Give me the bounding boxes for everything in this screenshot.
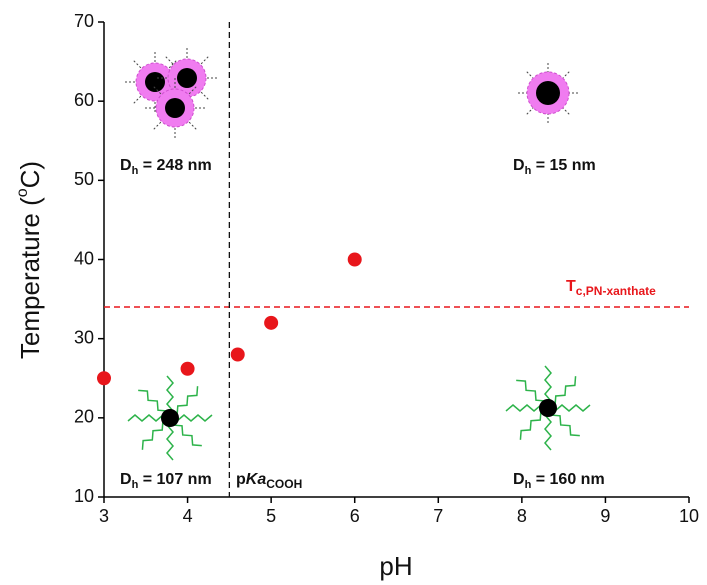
annotation-part: = 107 nm	[138, 471, 211, 488]
y-tick-label: 50	[74, 169, 94, 189]
x-tick-label: 4	[183, 506, 193, 526]
hline-label: Tc,PN-xanthate	[566, 278, 656, 298]
point	[347, 252, 362, 267]
illustrations	[125, 48, 591, 461]
annotation-part: D	[513, 157, 525, 174]
vline-label-part: Ka	[246, 471, 267, 488]
y-axis-label-part: Temperature (	[15, 197, 45, 359]
x-tick-label: 6	[350, 506, 360, 526]
annotation-part: h	[132, 479, 139, 491]
x-tick-label: 5	[266, 506, 276, 526]
core	[536, 81, 560, 105]
y-tick-label: 70	[74, 11, 94, 31]
point	[180, 361, 195, 376]
core	[145, 72, 165, 92]
x-tick-label: 10	[679, 506, 699, 526]
y-axis-label-part: C)	[15, 161, 45, 188]
vline-label-part: p	[236, 471, 246, 488]
annotation: Dh = 107 nm	[120, 471, 212, 491]
core	[165, 98, 185, 118]
x-axis-label: pH	[379, 551, 412, 581]
annotation-part: = 248 nm	[138, 157, 211, 174]
annotation-part: D	[120, 157, 132, 174]
annotation-part: h	[525, 165, 532, 177]
x-tick-label: 8	[517, 506, 527, 526]
core	[539, 399, 557, 417]
core	[161, 409, 179, 427]
core	[177, 68, 197, 88]
y-tick-label: 10	[74, 486, 94, 506]
annotation: Dh = 248 nm	[120, 157, 212, 177]
y-tick-label: 30	[74, 327, 94, 347]
hline-label-part: c,PN-xanthate	[576, 284, 656, 298]
point	[97, 371, 111, 386]
x-tick-label: 7	[433, 506, 443, 526]
annotation-part: h	[132, 165, 139, 177]
annotation-part: h	[525, 479, 532, 491]
y-tick-label: 60	[74, 90, 94, 110]
point	[264, 315, 279, 330]
y-tick-label: 40	[74, 248, 94, 268]
x-tick-label: 9	[600, 506, 610, 526]
vline-label-part: COOH	[266, 477, 302, 491]
y-axis-label: Temperature (oC)	[14, 161, 45, 359]
vline-label: pKaCOOH	[236, 471, 302, 491]
hline-label-part: T	[566, 278, 576, 295]
annotation: Dh = 15 nm	[513, 157, 596, 177]
y-tick-label: 20	[74, 407, 94, 427]
y-axis-label-part: o	[14, 188, 31, 197]
annotation-part: D	[513, 471, 525, 488]
annotation-part: D	[120, 471, 132, 488]
annotation-part: = 15 nm	[531, 157, 595, 174]
annotation: Dh = 160 nm	[513, 471, 605, 491]
x-tick-label: 3	[99, 506, 109, 526]
annotation-part: = 160 nm	[531, 471, 604, 488]
point	[230, 347, 245, 362]
